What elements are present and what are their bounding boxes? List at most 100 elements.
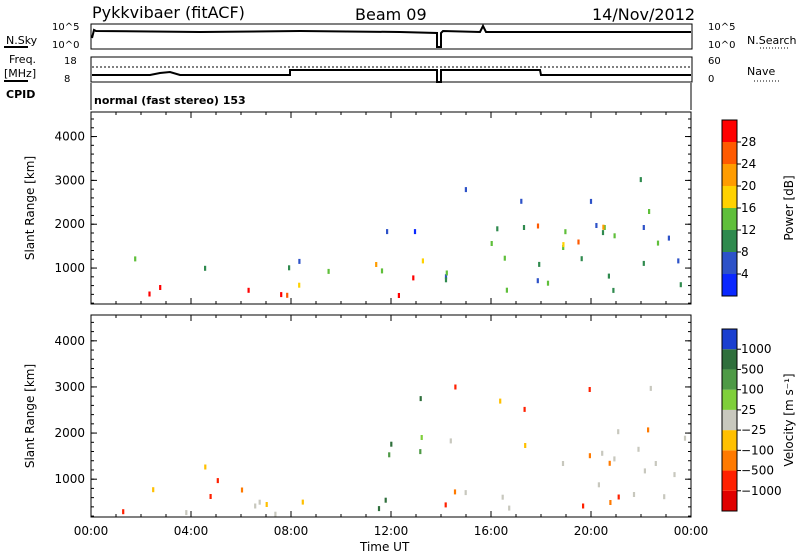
velocity-cell (597, 482, 600, 488)
power-cell (496, 226, 499, 232)
power-cell (601, 230, 605, 236)
x-tick-label: 20:00 (574, 524, 609, 538)
power-cell (444, 277, 448, 283)
velocity-cell (216, 478, 219, 484)
y-tick-label: 1000 (54, 261, 85, 275)
nave-tick-bottom: 0 (708, 74, 714, 85)
power-cell (159, 285, 162, 290)
velocity-y-label: Slant Range [km] (23, 364, 37, 468)
freq-trace (92, 69, 691, 83)
velocity-cell (204, 464, 207, 470)
power-cell (577, 239, 580, 245)
velocity-cell (643, 468, 646, 474)
velocity-cell (265, 502, 268, 507)
velocity-cell (390, 441, 393, 447)
power-cell (667, 235, 670, 241)
velocity-cell (449, 438, 452, 444)
velocity-frame (90, 314, 692, 518)
velocity-cell (613, 456, 616, 462)
power-cell (503, 255, 506, 261)
power-cell (397, 293, 400, 298)
colorbar-tick-label: −25 (741, 423, 766, 437)
colorbar-tick-label: −100 (741, 443, 774, 457)
colorbar-tick-label: 20 (741, 179, 756, 193)
colorbar-tick-label: 24 (741, 157, 756, 171)
y-tick-label: 4000 (54, 334, 85, 348)
velocity-cell (185, 510, 188, 516)
date-title: 14/Nov/2012 (592, 5, 695, 24)
velocity-cell (508, 505, 511, 511)
velocity-cell (663, 494, 666, 500)
power-colorbar-segment (722, 164, 737, 186)
colorbar-tick-label: 4 (741, 267, 749, 281)
power-cell (677, 258, 680, 264)
power-cell (288, 265, 291, 271)
velocity-cell (209, 494, 212, 499)
power-cell (148, 291, 151, 297)
velocity-cell (647, 427, 650, 433)
velocity-colorbar-segment (722, 389, 737, 410)
power-cell (603, 225, 606, 230)
power-cell (413, 229, 417, 235)
power-cell (595, 223, 598, 228)
power-cell (298, 258, 301, 264)
velocity-cell (588, 387, 591, 392)
power-data-cells (134, 177, 682, 298)
power-cell (538, 261, 541, 267)
velocity-colorbar-segment (722, 369, 737, 390)
power-cell (562, 245, 565, 250)
nave-tick-top: 60 (708, 56, 721, 67)
velocity-colorbar-segment (722, 470, 737, 491)
power-cell (375, 262, 378, 267)
power-colorbar-segment (722, 120, 737, 142)
power-cell (445, 270, 448, 276)
y-tick-label: 4000 (54, 130, 85, 144)
power-cell (536, 278, 539, 284)
velocity-cell (444, 502, 447, 508)
power-cell (298, 282, 301, 288)
velocity-colorbar-segment (722, 490, 737, 511)
power-cell (656, 240, 660, 246)
velocity-cell (377, 506, 381, 512)
power-cell (522, 225, 526, 230)
velocity-colorbar-segment (722, 329, 737, 350)
power-cell (464, 187, 467, 193)
x-tick-label: 04:00 (174, 524, 209, 538)
velocity-cell (649, 385, 652, 391)
velocity-colorbar-segment (722, 430, 737, 451)
power-colorbar-segment (722, 274, 737, 296)
power-cell (421, 258, 424, 264)
colorbar-tick-label: 100 (741, 383, 764, 397)
nsky-strip-frame (90, 23, 693, 50)
velocity-cell (464, 490, 467, 496)
power-cell (564, 229, 567, 235)
x-axis-label: Time UT (359, 540, 410, 554)
y-tick-label: 3000 (54, 173, 85, 187)
colorbar-tick-label: −1000 (741, 484, 782, 498)
velocity-colorbar-segment (722, 409, 737, 431)
y-tick-label: 1000 (54, 472, 85, 486)
nsky-tick-top: 10^5 (52, 22, 79, 33)
power-cell (613, 233, 616, 239)
nsearch-tick-top: 10^5 (708, 22, 735, 33)
power-cell (580, 256, 583, 262)
power-cell (639, 177, 642, 183)
power-cell (505, 287, 508, 293)
power-cell (490, 241, 493, 246)
power-cell (562, 242, 565, 248)
station-title: Pykkvibaer (fitACF) (92, 3, 245, 22)
velocity-cell (420, 435, 423, 440)
power-colorbar-segment (722, 186, 737, 208)
power-colorbar-label: Power [dB] (782, 175, 796, 240)
power-colorbar-segment (722, 252, 737, 274)
velocity-cell (254, 503, 257, 509)
velocity-cell (582, 503, 585, 509)
velocity-cell (274, 511, 277, 517)
velocity-cell (654, 461, 657, 466)
velocity-cell (301, 499, 304, 505)
x-tick-label: 00:00 (674, 524, 709, 538)
velocity-cell (632, 492, 636, 497)
nsearch-label: N.Search (747, 34, 797, 47)
colorbar-tick-label: 500 (741, 362, 764, 376)
